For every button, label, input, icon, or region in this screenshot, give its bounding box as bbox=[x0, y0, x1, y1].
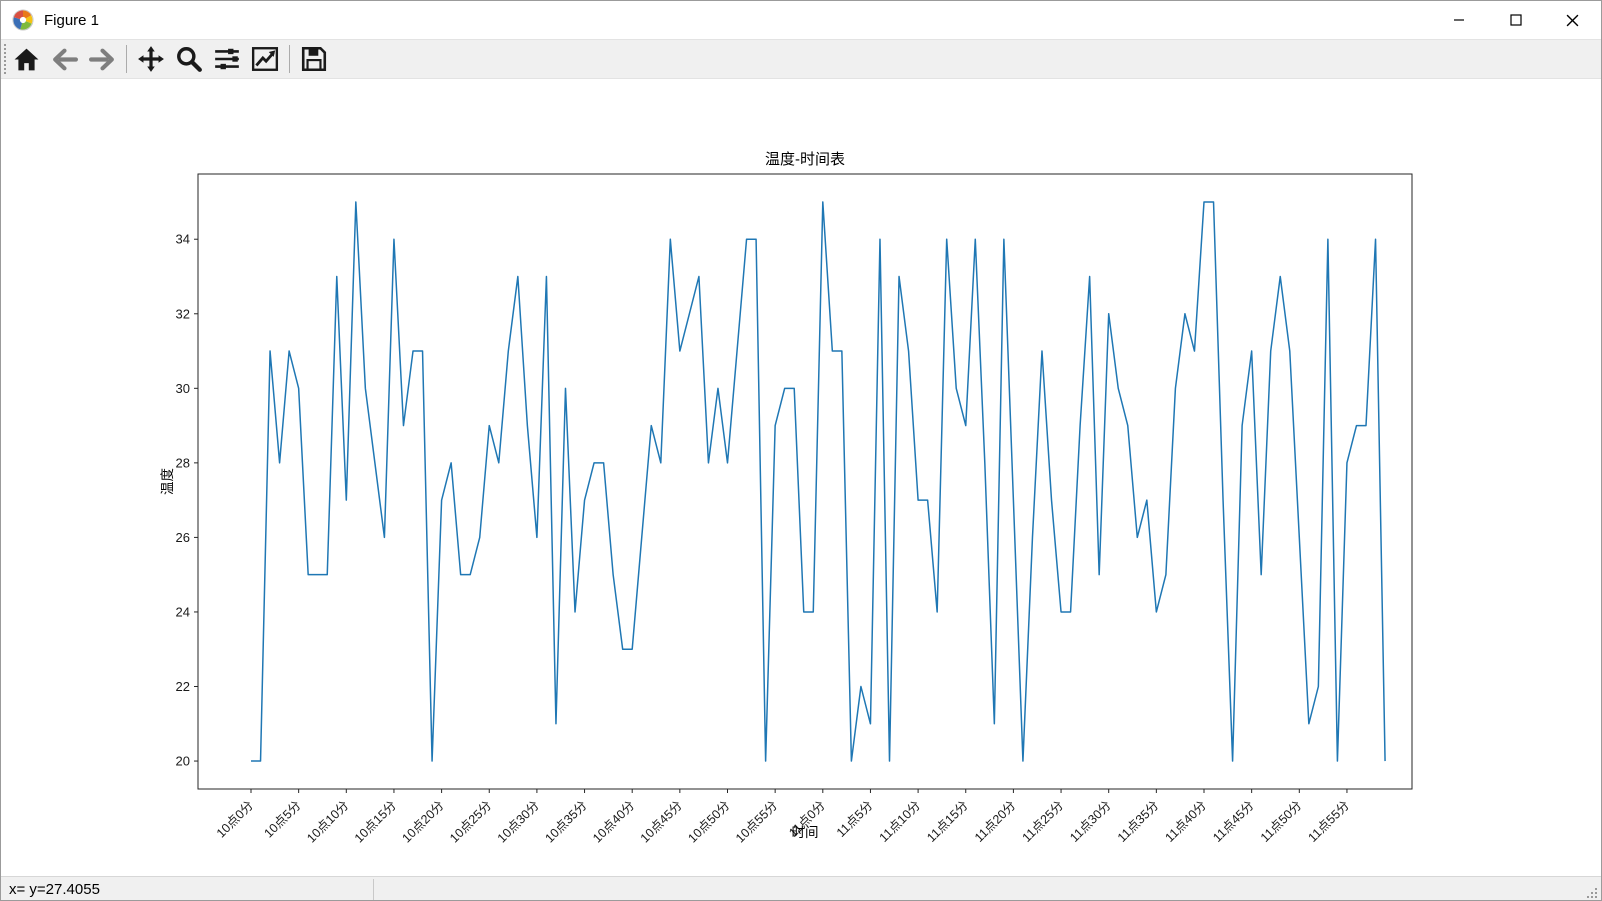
svg-text:10点25分: 10点25分 bbox=[447, 798, 494, 845]
svg-text:10点5分: 10点5分 bbox=[261, 798, 303, 840]
titlebar[interactable]: Figure 1 bbox=[1, 1, 1601, 39]
svg-text:11点20分: 11点20分 bbox=[972, 798, 1019, 845]
svg-text:11点45分: 11点45分 bbox=[1210, 798, 1257, 845]
toolbar-grip[interactable] bbox=[4, 44, 7, 74]
svg-text:10点20分: 10点20分 bbox=[399, 798, 446, 845]
svg-text:22: 22 bbox=[176, 679, 190, 694]
svg-text:10点40分: 10点40分 bbox=[590, 798, 637, 845]
svg-text:11点25分: 11点25分 bbox=[1020, 798, 1067, 845]
close-icon bbox=[1566, 14, 1579, 26]
magnifier-icon bbox=[177, 47, 202, 72]
navigation-toolbar bbox=[1, 39, 1601, 79]
minimize-icon bbox=[1453, 19, 1464, 21]
svg-text:温度-时间表: 温度-时间表 bbox=[765, 151, 845, 168]
save-button[interactable] bbox=[296, 42, 332, 76]
close-button[interactable] bbox=[1544, 1, 1601, 39]
floppy-disk-icon bbox=[301, 46, 327, 72]
svg-text:10点50分: 10点50分 bbox=[685, 798, 732, 845]
svg-text:11点10分: 11点10分 bbox=[877, 798, 924, 845]
svg-text:11点15分: 11点15分 bbox=[924, 798, 971, 845]
svg-text:时间: 时间 bbox=[792, 825, 819, 840]
move-icon bbox=[138, 46, 164, 72]
svg-text:10点15分: 10点15分 bbox=[352, 798, 399, 845]
configure-subplots-button[interactable] bbox=[209, 42, 245, 76]
pan-button[interactable] bbox=[133, 42, 169, 76]
svg-text:11点40分: 11点40分 bbox=[1163, 798, 1210, 845]
svg-text:11点35分: 11点35分 bbox=[1115, 798, 1162, 845]
svg-text:11点50分: 11点50分 bbox=[1258, 798, 1305, 845]
zoom-rect-button[interactable] bbox=[171, 42, 207, 76]
svg-text:10点35分: 10点35分 bbox=[542, 798, 589, 845]
svg-text:10点10分: 10点10分 bbox=[304, 798, 351, 845]
svg-text:11点5分: 11点5分 bbox=[834, 798, 876, 840]
svg-text:10点0分: 10点0分 bbox=[214, 798, 256, 840]
svg-text:20: 20 bbox=[176, 754, 190, 769]
back-button[interactable] bbox=[46, 42, 82, 76]
svg-text:26: 26 bbox=[176, 530, 190, 545]
svg-text:34: 34 bbox=[176, 232, 190, 247]
matplotlib-logo-icon bbox=[12, 9, 34, 31]
svg-text:10点55分: 10点55分 bbox=[733, 798, 780, 845]
svg-text:28: 28 bbox=[176, 455, 190, 470]
edit-axis-button[interactable] bbox=[247, 42, 283, 76]
minimize-button[interactable] bbox=[1430, 1, 1487, 39]
sliders-icon bbox=[215, 48, 239, 70]
maximize-icon bbox=[1509, 14, 1522, 26]
svg-text:30: 30 bbox=[176, 381, 190, 396]
statusbar-separator bbox=[373, 879, 374, 900]
svg-text:24: 24 bbox=[176, 604, 190, 619]
svg-text:11点30分: 11点30分 bbox=[1067, 798, 1114, 845]
toolbar-separator bbox=[126, 45, 127, 73]
svg-text:32: 32 bbox=[176, 306, 190, 321]
toolbar-separator bbox=[289, 45, 290, 73]
cursor-coordinates: x= y=27.4055 bbox=[9, 881, 100, 898]
window-title: Figure 1 bbox=[44, 11, 100, 29]
forward-button[interactable] bbox=[84, 42, 120, 76]
svg-text:10点45分: 10点45分 bbox=[638, 798, 685, 845]
arrow-left-icon bbox=[52, 48, 78, 70]
resize-grip-icon[interactable] bbox=[1586, 887, 1599, 900]
arrow-right-icon bbox=[88, 48, 114, 70]
figure-canvas[interactable]: 20 22 24 26 28 30 32 34 10点0分 10点5分 10点10分 10点15分 10… bbox=[1, 79, 1601, 876]
home-icon bbox=[14, 48, 38, 70]
svg-text:温度: 温度 bbox=[160, 468, 175, 495]
svg-text:11点55分: 11点55分 bbox=[1305, 798, 1352, 845]
home-button[interactable] bbox=[8, 42, 44, 76]
maximize-button[interactable] bbox=[1487, 1, 1544, 39]
line-chart-icon bbox=[251, 47, 279, 71]
statusbar: x= y=27.4055 bbox=[1, 876, 1601, 900]
svg-text:10点30分: 10点30分 bbox=[495, 798, 542, 845]
